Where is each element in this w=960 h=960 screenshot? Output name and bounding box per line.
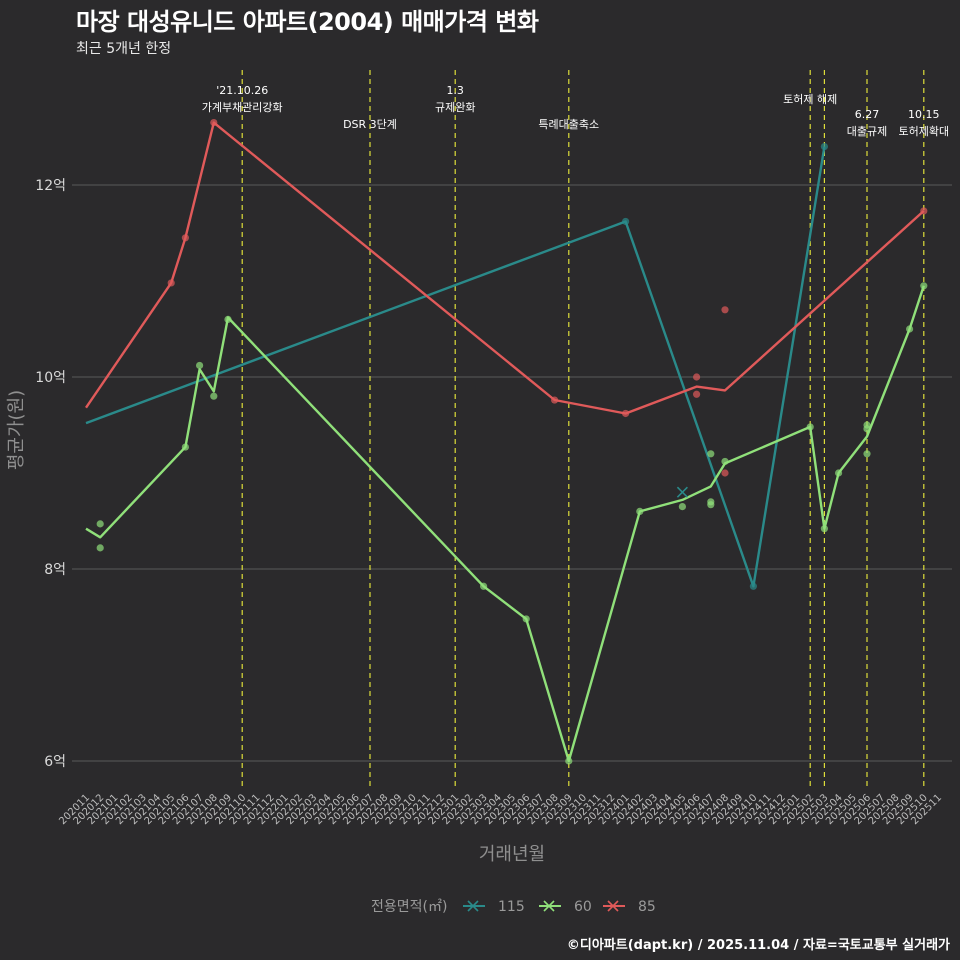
x-axis-title: 거래년월 — [479, 844, 545, 865]
legend: 전용면적(㎡) 115 60 85 — [371, 899, 656, 915]
legend-label: 85 — [638, 899, 656, 915]
source-caption: ©디아파트(dapt.kr) / 2025.11.04 / 자료=국토교통부 실… — [566, 938, 950, 953]
series-line-60 — [85, 285, 925, 763]
legend-label: 115 — [498, 899, 525, 915]
series-line-85 — [85, 121, 925, 415]
y-tick-label: 10억 — [35, 370, 66, 386]
data-point-60 — [678, 503, 687, 511]
cross-stroke — [676, 486, 688, 498]
event-label: 토허제 해제 — [783, 92, 837, 106]
data-point-60 — [863, 450, 871, 458]
data-point-60 — [480, 582, 488, 590]
data-point-85 — [622, 409, 630, 418]
cross-marker-115 — [676, 486, 688, 498]
data-point-60 — [565, 757, 573, 765]
legend-swatch-cross — [467, 900, 479, 912]
data-point-60 — [920, 282, 928, 290]
data-point-60 — [835, 469, 843, 477]
grid-layer — [72, 184, 952, 762]
data-point-115 — [749, 582, 758, 590]
y-tick-label: 12억 — [35, 178, 66, 194]
legend-item-115: 115 — [463, 899, 525, 915]
series-line-115 — [85, 146, 826, 588]
data-point-60 — [806, 423, 814, 431]
data-point-60 — [863, 425, 871, 433]
y-axis-title: 평균가(원) — [6, 390, 27, 470]
data-point-60 — [707, 498, 715, 506]
legend-item-60: 60 — [539, 899, 592, 915]
data-point-60 — [636, 507, 644, 515]
event-label: 규제완화 — [435, 101, 475, 114]
event-label: DSR 3단계 — [343, 118, 397, 131]
data-point-60 — [196, 361, 204, 370]
data-point-60 — [721, 457, 729, 466]
data-point-60 — [96, 544, 104, 552]
data-point-85 — [167, 279, 175, 287]
data-point-85 — [551, 396, 559, 404]
data-point-60 — [522, 615, 530, 623]
data-point-85 — [693, 373, 701, 381]
series-layer — [85, 119, 928, 765]
legend-title: 전용면적(㎡) — [371, 899, 447, 915]
data-point-85 — [210, 119, 218, 127]
data-point-60 — [181, 443, 189, 451]
y-tick-label: 6억 — [44, 754, 66, 770]
data-point-85 — [920, 207, 928, 215]
data-point-85 — [721, 306, 729, 314]
axis-layer: 6억8억10억12억202011202012202101202102202103… — [35, 178, 944, 827]
event-label: 특례대출축소 — [538, 118, 599, 131]
event-label: 1.3 — [446, 84, 464, 97]
data-point-85 — [693, 390, 701, 398]
data-point-60 — [224, 315, 232, 323]
legend-label: 60 — [574, 899, 592, 915]
data-point-60 — [210, 392, 218, 400]
event-label: 대출규제 — [847, 125, 887, 138]
data-point-115 — [622, 217, 630, 226]
event-label: 6.27 — [855, 108, 880, 121]
chart-subtitle: 최근 5개년 한정 — [76, 41, 172, 57]
event-label: '21.10.26 — [216, 84, 268, 97]
legend-swatch-cross — [607, 900, 619, 912]
chart-title: 마장 대성유니드 아파트(2004) 매매가격 변화 — [76, 8, 539, 36]
y-tick-label: 8억 — [44, 562, 66, 578]
legend-item-85: 85 — [603, 899, 656, 915]
data-point-85 — [181, 234, 189, 242]
legend-swatch-cross — [543, 900, 555, 912]
data-point-60 — [707, 450, 715, 458]
data-point-60 — [820, 525, 829, 533]
data-point-60 — [906, 325, 914, 333]
event-label: 10.15 — [908, 108, 940, 121]
event-label: 토허제확대 — [898, 125, 949, 138]
data-point-115 — [820, 143, 829, 151]
data-point-60 — [96, 520, 104, 528]
data-point-85 — [721, 469, 729, 477]
event-label: 가계부채관리강화 — [202, 101, 283, 114]
